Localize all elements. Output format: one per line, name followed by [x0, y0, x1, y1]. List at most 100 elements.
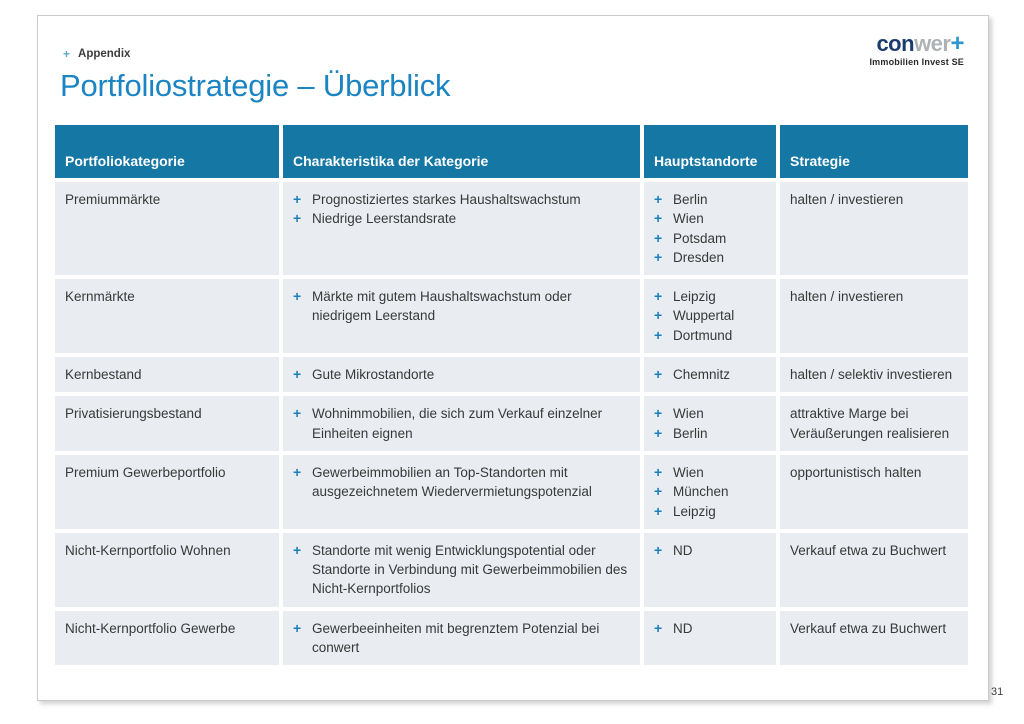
bullet-item: + Berlin [654, 190, 766, 209]
bullet-text: Märkte mit gutem Haushaltswachstum oder … [312, 289, 572, 324]
bullet-item: + Gute Mikrostandorte [293, 365, 630, 384]
bullet-text: Wien [673, 464, 704, 480]
bullet-item: + Leipzig [654, 287, 766, 306]
cell-characteristics: + Standorte mit wenig Entwicklungspotenti… [283, 532, 640, 607]
bullet-item: + Wohnimmobilien, die sich zum Verkauf ei… [293, 404, 630, 443]
cell-category: Nicht-Kernportfolio Wohnen [55, 532, 279, 607]
bullet-item: + Gewerbeimmobilien an Top-Standorten mit… [293, 463, 630, 502]
bullet-text: Chemnitz [673, 367, 731, 383]
bullet-item: + Chemnitz [654, 365, 766, 384]
cell-strategy: Verkauf etwa zu Buchwert [780, 532, 968, 607]
bullet-item: + ND [654, 541, 766, 560]
bullet-text: Prognostiziertes starkes Haushaltswachst… [312, 192, 581, 207]
cell-characteristics: + Gute Mikrostandorte [283, 357, 640, 393]
cell-category: Privatisierungsbestand [55, 396, 279, 451]
page-title: Portfoliostrategie – Überblick [60, 68, 451, 103]
plus-bullet-icon: + [654, 463, 663, 480]
cell-characteristics: + Märkte mit gutem Haushaltswachstum oder… [283, 279, 640, 354]
table-row: Privatisierungsbestand + Wohnimmobilien, … [55, 396, 968, 451]
plus-bullet-icon: + [654, 210, 663, 227]
table-row: Nicht-Kernportfolio Gewerbe + Gewerbeeinh… [55, 610, 968, 666]
plus-bullet-icon: + [654, 191, 663, 207]
plus-bullet-icon: + [654, 483, 663, 500]
table-body: Premiummärkte + Prognostiziertes starkes … [55, 182, 968, 666]
plus-bullet-icon: + [654, 541, 663, 558]
table-row: Nicht-Kernportfolio Wohnen + Standorte mi… [55, 532, 968, 607]
plus-bullet-icon: + [654, 502, 663, 519]
bullet-item: + Wuppertal [654, 306, 766, 325]
table-row: Premium Gewerbeportfolio + Gewerbeimmobil… [55, 454, 968, 529]
column-header-strategie: Strategie [780, 125, 968, 178]
plus-bullet-icon: + [293, 619, 302, 636]
bullet-item: + Wien [654, 209, 766, 228]
portfolio-table: Portfoliokategorie Charakteristika der K… [55, 125, 968, 669]
bullet-text: Wien [673, 211, 704, 227]
logo-plus-icon: + [950, 30, 964, 57]
bullet-text: Wohnimmobilien, die sich zum Verkauf ein… [312, 406, 603, 441]
column-header-hauptstandorte: Hauptstandorte [644, 125, 776, 178]
page-number: 31 [991, 686, 1004, 698]
bullet-text: München [673, 484, 729, 500]
cell-locations: + Wien + München + Leipzig [644, 454, 776, 529]
conwert-logo: conwer+ Immobilien Invest SE [869, 32, 964, 67]
plus-bullet-icon: + [654, 229, 663, 246]
plus-bullet-icon: + [293, 463, 302, 480]
table-row: Kernmärkte + Märkte mit gutem Haushaltswa… [55, 279, 968, 354]
bullet-text: Gewerbeeinheiten mit begrenztem Potenzia… [312, 620, 600, 656]
cell-characteristics: + Wohnimmobilien, die sich zum Verkauf ei… [283, 396, 640, 451]
bullet-text: Berlin [673, 425, 708, 441]
cell-locations: + Chemnitz [644, 357, 776, 393]
plus-bullet-icon: + [654, 288, 663, 305]
cell-category: Kernmärkte [55, 279, 279, 354]
cell-characteristics: + Gewerbeeinheiten mit begrenztem Potenzi… [283, 610, 640, 666]
bullet-text: Berlin [673, 192, 708, 207]
table-header-row: Portfoliokategorie Charakteristika der K… [55, 125, 968, 178]
bullet-item: + Niedrige Leerstandsrate [293, 209, 630, 228]
bullet-text: Potsdam [673, 230, 727, 246]
table-row: Premiummärkte + Prognostiziertes starkes … [55, 182, 968, 276]
plus-bullet-icon: + [654, 366, 663, 383]
cell-strategy: halten / selektiv investieren [780, 357, 968, 393]
bullet-text: Dortmund [673, 327, 733, 343]
logo-text-wer: wer [914, 31, 951, 56]
plus-bullet-icon: + [293, 366, 302, 383]
cell-locations: + ND [644, 610, 776, 666]
bullet-item: + Berlin [654, 424, 766, 443]
plus-bullet-icon: + [654, 619, 663, 636]
bullet-item: + Dortmund [654, 326, 766, 345]
bullet-item: + München [654, 482, 766, 501]
bullet-item: + Standorte mit wenig Entwicklungspotenti… [293, 541, 630, 599]
cell-strategy: opportunistisch halten [780, 454, 968, 529]
plus-bullet-icon: + [654, 326, 663, 343]
logo-subtitle: Immobilien Invest SE [869, 57, 964, 67]
logo-wordmark: conwer+ [869, 32, 964, 56]
bullet-item: + Dresden [654, 248, 766, 267]
cell-strategy: attraktive Marge bei Veräußerungen reali… [780, 396, 968, 451]
cell-strategy: Verkauf etwa zu Buchwert [780, 610, 968, 666]
column-header-charakteristika: Charakteristika der Kategorie [283, 125, 640, 178]
cell-locations: + Berlin + Wien + Potsdam + Dresden [644, 182, 776, 276]
bullet-item: + Leipzig [654, 502, 766, 521]
breadcrumb: + Appendix [63, 47, 130, 61]
bullet-text: Dresden [673, 249, 725, 265]
column-header-portfoliokategorie: Portfoliokategorie [55, 125, 279, 178]
bullet-item: + ND [654, 619, 766, 638]
bullet-item: + Prognostiziertes starkes Haushaltswachs… [293, 190, 630, 209]
cell-category: Nicht-Kernportfolio Gewerbe [55, 610, 279, 666]
cell-locations: + ND [644, 532, 776, 607]
bullet-item: + Gewerbeeinheiten mit begrenztem Potenzi… [293, 619, 630, 658]
plus-bullet-icon: + [293, 191, 302, 207]
bullet-item: + Wien [654, 463, 766, 482]
bullet-text: Standorte mit wenig Entwicklungspotentia… [312, 542, 628, 597]
cell-locations: + Leipzig + Wuppertal + Dortmund [644, 279, 776, 354]
bullet-item: + Wien [654, 404, 766, 423]
bullet-text: Wien [673, 406, 704, 422]
cell-locations: + Wien + Berlin [644, 396, 776, 451]
cell-category: Premium Gewerbeportfolio [55, 454, 279, 529]
cell-category: Kernbestand [55, 357, 279, 393]
bullet-text: Leipzig [673, 289, 716, 305]
bullet-item: + Potsdam [654, 229, 766, 248]
plus-bullet-icon: + [654, 405, 663, 422]
plus-bullet-icon: + [654, 248, 663, 265]
bullet-text: Gute Mikrostandorte [312, 367, 435, 383]
